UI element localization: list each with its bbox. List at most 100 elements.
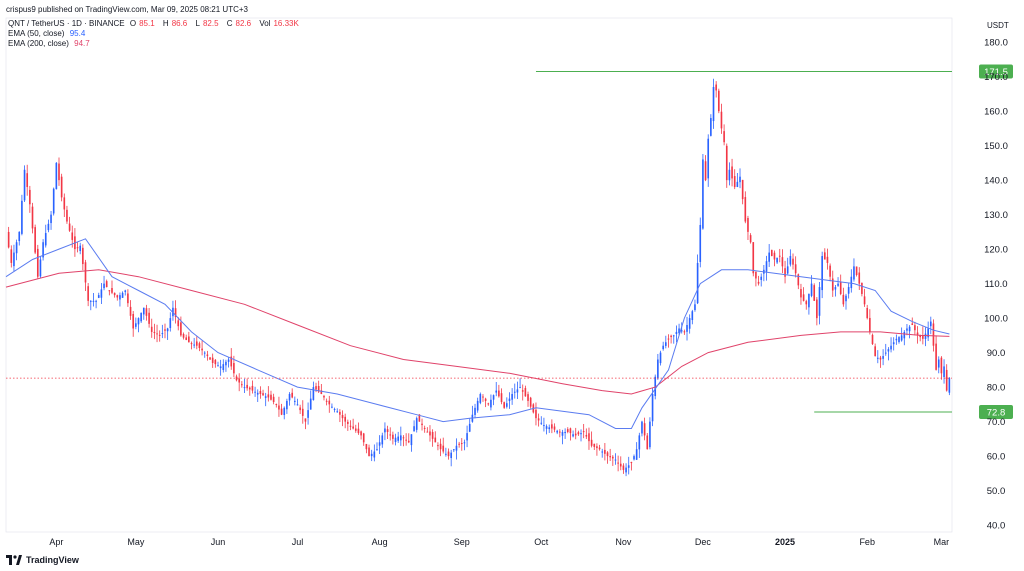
- candle-body: [710, 118, 712, 136]
- candle: [413, 420, 415, 432]
- candle: [651, 387, 654, 427]
- candle: [370, 449, 373, 462]
- candle: [490, 394, 492, 411]
- candle-body: [797, 274, 800, 286]
- candle-body: [614, 459, 617, 461]
- candle-body: [100, 289, 103, 298]
- candle: [347, 419, 349, 431]
- candle: [286, 398, 288, 414]
- candle: [484, 397, 487, 408]
- ema200-line: [5, 269, 950, 395]
- candle: [354, 424, 357, 433]
- candle-body: [932, 323, 935, 346]
- candle-body: [916, 332, 919, 336]
- candle: [87, 282, 89, 307]
- candle-body: [651, 394, 654, 422]
- candle: [625, 463, 627, 477]
- candle: [863, 288, 866, 307]
- x-tick-label: Oct: [534, 537, 549, 547]
- candle: [217, 361, 219, 367]
- candle-body: [180, 322, 182, 336]
- candle: [519, 378, 521, 389]
- candle-body: [866, 307, 869, 319]
- candle-body: [376, 449, 378, 451]
- candle-body: [336, 411, 339, 413]
- candle-body: [649, 421, 651, 448]
- high-value: 86.6: [171, 19, 188, 28]
- candle: [474, 403, 476, 419]
- candle-body: [802, 294, 805, 301]
- candle: [280, 403, 283, 416]
- candle-body: [127, 293, 129, 304]
- candle: [190, 341, 193, 350]
- candle-body: [21, 200, 23, 234]
- legend: QNT / TetherUS · 1D · BINANCE O 85.1 H 86.…: [8, 19, 305, 49]
- candle: [426, 427, 429, 433]
- candle: [116, 294, 119, 301]
- candle: [646, 432, 649, 450]
- candle: [376, 442, 378, 451]
- candle: [619, 456, 622, 471]
- candle-body: [845, 295, 847, 302]
- candle-body: [378, 442, 381, 446]
- candle: [479, 392, 482, 405]
- candle-body: [7, 231, 10, 248]
- candle-body: [516, 389, 519, 393]
- candle-body: [831, 278, 834, 291]
- candle-body: [47, 223, 50, 231]
- candle-body: [945, 369, 948, 391]
- candle-body: [752, 242, 755, 274]
- candle-body: [108, 290, 111, 292]
- candle: [752, 242, 755, 277]
- candle-body: [741, 179, 744, 200]
- candle-body: [407, 440, 410, 443]
- candle: [847, 283, 850, 299]
- candle: [876, 350, 879, 364]
- candle: [741, 179, 744, 205]
- symbol-label[interactable]: QNT / TetherUS · 1D · BINANCE: [8, 19, 125, 28]
- y-tick-label: 70.0: [987, 417, 1006, 428]
- candle-body: [44, 233, 47, 246]
- candle: [142, 307, 145, 320]
- candle-body: [879, 357, 882, 360]
- candle: [731, 158, 733, 187]
- candle: [641, 420, 643, 437]
- candle: [590, 431, 593, 448]
- candle-body: [540, 422, 543, 424]
- candle-body: [574, 433, 577, 436]
- candle-body: [778, 255, 781, 257]
- tradingview-brand[interactable]: TradingView: [6, 555, 79, 565]
- candle-body: [670, 335, 672, 338]
- low-label: L: [195, 19, 200, 28]
- candle: [198, 341, 201, 352]
- candle-body: [826, 256, 829, 263]
- candle-body: [225, 361, 227, 366]
- ema50-row[interactable]: EMA (50, close) 95.4: [8, 29, 305, 39]
- candle: [66, 205, 68, 224]
- candle-body: [315, 386, 317, 390]
- ema200-row[interactable]: EMA (200, close) 94.7: [8, 39, 305, 49]
- candle-body: [243, 387, 246, 389]
- low-value: 82.5: [202, 19, 219, 28]
- candle: [381, 432, 384, 448]
- candle: [770, 249, 773, 257]
- candle: [471, 405, 474, 423]
- candle-body: [270, 394, 272, 400]
- candle-body: [922, 335, 924, 339]
- y-tick-label: 160.0: [984, 107, 1008, 118]
- candle-body: [331, 406, 333, 408]
- candle-body: [368, 447, 370, 457]
- candle: [927, 321, 929, 342]
- candle-body: [657, 359, 659, 379]
- candle: [278, 396, 280, 417]
- candle: [405, 433, 407, 446]
- candle: [914, 321, 916, 336]
- candle: [188, 331, 190, 343]
- candle: [23, 165, 26, 202]
- candle: [524, 385, 527, 397]
- candle: [135, 317, 137, 330]
- tradingview-logo-icon: [6, 555, 22, 565]
- candle: [442, 437, 445, 454]
- candle-body: [84, 262, 87, 283]
